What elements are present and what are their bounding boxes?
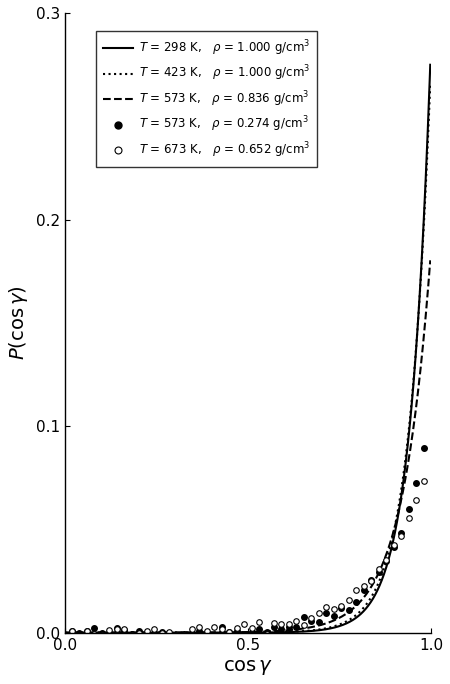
- Y-axis label: $P(\cos\gamma)$: $P(\cos\gamma)$: [7, 285, 30, 360]
- X-axis label: $\cos\gamma$: $\cos\gamma$: [223, 658, 273, 677]
- Legend: $T$ = 298 K,   $\rho$ = 1.000 g/cm$^3$, $T$ = 423 K,   $\rho$ = 1.000 g/cm$^3$, : $T$ = 298 K, $\rho$ = 1.000 g/cm$^3$, $T…: [96, 31, 317, 167]
